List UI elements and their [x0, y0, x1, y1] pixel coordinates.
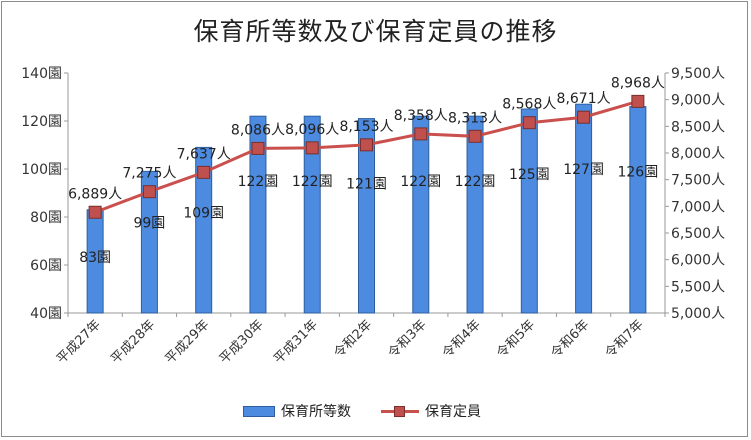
point-capacity [197, 165, 211, 179]
legend-item-facilities: 保育所等数 [243, 401, 351, 421]
chart-legend: 保育所等数 保育定員 [243, 401, 511, 421]
label-capacity: 8,671人 [557, 91, 611, 107]
y-right-tick-label: 5,000人 [671, 306, 725, 322]
legend-label-capacity: 保育定員 [425, 404, 481, 420]
x-tick-label: 令和2年 [331, 317, 375, 361]
label-capacity: 8,313人 [448, 110, 502, 126]
x-tick-label: 令和5年 [494, 317, 538, 361]
x-tick-label: 平成29年 [163, 317, 213, 367]
x-tick-label: 平成28年 [108, 317, 158, 367]
x-tick-label: 平成30年 [217, 317, 267, 367]
x-tick-label: 令和6年 [548, 317, 592, 361]
point-capacity [522, 116, 536, 130]
label-facilities: 121園 [346, 177, 387, 193]
label-capacity: 8,086人 [231, 122, 285, 138]
y-left-tick-label: 120園 [21, 114, 62, 130]
bar-facilities [195, 146, 213, 314]
label-capacity: 8,096人 [285, 122, 339, 138]
x-tick-label: 令和7年 [603, 317, 647, 361]
label-facilities: 109園 [183, 205, 224, 221]
label-facilities: 125園 [509, 167, 550, 183]
y-right-tick-label: 7,000人 [671, 199, 725, 215]
bar-facilities [412, 115, 430, 314]
legend-line-swatch [381, 404, 419, 418]
y-left-tick-label: 60園 [30, 258, 62, 274]
point-capacity [468, 129, 482, 143]
legend-label-facilities: 保育所等数 [281, 404, 351, 420]
bar-facilities [140, 170, 158, 314]
label-facilities: 126園 [617, 165, 658, 181]
bar-facilities [303, 115, 321, 314]
point-capacity [577, 110, 591, 124]
point-capacity [360, 138, 373, 152]
label-facilities: 122園 [400, 174, 441, 190]
label-capacity: 8,153人 [339, 119, 393, 135]
label-capacity: 8,358人 [394, 108, 448, 124]
y-left-tick-label: 80園 [30, 210, 62, 226]
bar-facilities [249, 115, 267, 314]
y-left-tick-label: 100園 [21, 162, 62, 178]
y-right-tick-label: 5,500人 [671, 279, 725, 295]
point-capacity [305, 141, 319, 155]
point-capacity [631, 94, 645, 108]
point-capacity [142, 185, 156, 199]
label-facilities: 122園 [238, 174, 279, 190]
legend-item-capacity: 保育定員 [381, 401, 481, 421]
label-facilities: 83園 [79, 250, 111, 266]
y-right-tick-label: 9,500人 [671, 66, 725, 82]
y-right-tick-label: 9,000人 [671, 93, 725, 109]
y-right-tick-label: 8,500人 [671, 119, 725, 135]
label-capacity: 7,637人 [177, 146, 231, 162]
x-tick-label: 令和4年 [440, 317, 484, 361]
bar-facilities [575, 103, 593, 314]
label-capacity: 8,968人 [611, 75, 665, 91]
label-capacity: 6,889人 [68, 186, 122, 202]
label-capacity: 8,568人 [502, 97, 556, 113]
x-tick-label: 平成31年 [271, 317, 321, 367]
y-left-tick-label: 40園 [30, 306, 62, 322]
bar-facilities [358, 118, 375, 314]
y-left-tick-label: 140園 [21, 66, 62, 82]
label-capacity: 7,275人 [122, 166, 176, 182]
label-facilities: 99園 [133, 215, 165, 231]
legend-bar-swatch [243, 405, 275, 417]
bar-facilities [466, 115, 484, 314]
label-facilities: 122園 [455, 174, 496, 190]
point-capacity [88, 205, 102, 219]
y-right-tick-label: 7,500人 [671, 173, 725, 189]
bar-facilities [629, 106, 647, 314]
x-tick-label: 令和3年 [386, 317, 430, 361]
y-right-tick-label: 6,000人 [671, 253, 725, 269]
chart-title: 保育所等数及び保育定員の推移 [193, 17, 558, 46]
point-capacity [414, 127, 428, 141]
y-right-tick-label: 8,000人 [671, 146, 725, 162]
label-facilities: 122園 [292, 174, 333, 190]
bar-facilities [520, 108, 538, 314]
y-right-tick-label: 6,500人 [671, 226, 725, 242]
point-capacity [251, 141, 265, 155]
x-tick-label: 平成27年 [54, 317, 104, 367]
label-facilities: 127園 [563, 162, 604, 178]
